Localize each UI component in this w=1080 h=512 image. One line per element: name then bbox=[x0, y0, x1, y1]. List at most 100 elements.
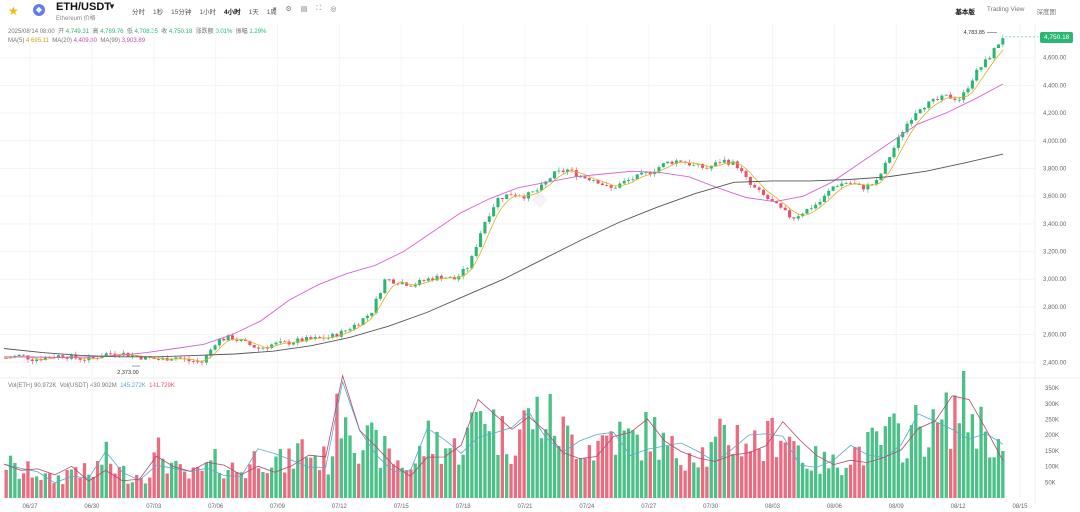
interval-tab[interactable]: 分时 bbox=[132, 9, 145, 16]
candle-body bbox=[701, 163, 705, 168]
candle-body bbox=[200, 361, 204, 363]
candle-body bbox=[970, 80, 974, 89]
price-tick-label: 3,200.00 bbox=[1043, 250, 1067, 256]
vol-ma5-value: 145.272K bbox=[120, 383, 146, 389]
interval-tab[interactable]: 15分钟 bbox=[171, 9, 192, 16]
volume-bar bbox=[65, 469, 69, 498]
ma99-line bbox=[3, 153, 1004, 358]
volume-bar bbox=[217, 473, 222, 498]
volume-bar bbox=[814, 446, 818, 498]
view-switch: 基本版 Trading View 深度图 bbox=[955, 6, 1056, 16]
volume-bar bbox=[191, 467, 195, 498]
volume-bar bbox=[378, 467, 383, 498]
watermark-logo: ◆ bbox=[531, 188, 548, 210]
price-tick-label: 2,800.00 bbox=[1043, 305, 1067, 311]
candle-body bbox=[757, 187, 761, 190]
candle-body bbox=[835, 186, 839, 187]
interval-tab[interactable]: 1小时 bbox=[199, 9, 216, 16]
volume-bar bbox=[113, 473, 117, 498]
volume-bar bbox=[539, 438, 544, 498]
time-tick-label: 06/30 bbox=[84, 504, 100, 510]
volume-bar bbox=[888, 416, 892, 498]
volume-bar bbox=[605, 435, 609, 498]
volume-bar bbox=[840, 475, 844, 498]
candle-body bbox=[909, 120, 913, 124]
volume-bar bbox=[535, 396, 539, 498]
volume-bar bbox=[583, 458, 587, 498]
ma5-value: 4,695.11 bbox=[26, 38, 49, 44]
volume-bar bbox=[361, 450, 365, 498]
volume-bar bbox=[439, 463, 444, 498]
candle-body bbox=[648, 171, 652, 175]
volume-bar bbox=[30, 477, 34, 498]
volume-bar bbox=[396, 460, 400, 498]
candle-body bbox=[222, 338, 226, 341]
volume-bar bbox=[687, 453, 692, 498]
volume-bar bbox=[283, 472, 287, 498]
volume-bar bbox=[713, 436, 718, 498]
volume-bar bbox=[448, 448, 452, 498]
volume-bar bbox=[709, 442, 713, 498]
time-tick-label: 07/30 bbox=[703, 504, 719, 510]
candle-body bbox=[291, 342, 295, 345]
volume-bar bbox=[174, 460, 178, 498]
volume-bar bbox=[287, 448, 291, 498]
volume-bar bbox=[252, 451, 256, 498]
volume-ma10-line bbox=[3, 374, 1004, 482]
volume-bar bbox=[853, 446, 857, 498]
candle-body bbox=[139, 356, 143, 360]
candle-body bbox=[727, 159, 731, 165]
volume-bar bbox=[652, 417, 657, 498]
favorite-star-icon[interactable]: ★ bbox=[8, 4, 19, 18]
volume-bar bbox=[357, 463, 361, 498]
volume-bar bbox=[496, 455, 500, 498]
volume-bar bbox=[335, 393, 339, 498]
candle-body bbox=[870, 184, 874, 186]
interval-tab[interactable]: 1秒 bbox=[153, 9, 164, 16]
volume-bar bbox=[222, 478, 226, 498]
candle-body bbox=[722, 159, 726, 163]
volume-bar bbox=[975, 448, 979, 498]
chart-type-icon[interactable]: ▤ bbox=[300, 6, 308, 13]
view-depth-tab[interactable]: 深度图 bbox=[1036, 9, 1057, 16]
interval-tab[interactable]: 1周 bbox=[266, 9, 277, 16]
low-value: 4,708.35 bbox=[134, 29, 158, 35]
candle-body bbox=[217, 338, 221, 346]
candle-body bbox=[661, 163, 665, 168]
interval-tab-active[interactable]: 4小时 bbox=[223, 9, 241, 16]
pair-title[interactable]: ETH/USDT bbox=[56, 1, 111, 13]
volume-bar bbox=[43, 473, 47, 498]
screenshot-icon[interactable]: ◎ bbox=[330, 6, 337, 13]
volume-bar bbox=[692, 462, 696, 498]
volume-bar bbox=[235, 471, 239, 498]
candle-body bbox=[82, 359, 87, 361]
vol-usdt-label: Vol(USDT) bbox=[59, 383, 89, 389]
volume-bar bbox=[522, 410, 526, 498]
volume-bar bbox=[391, 464, 396, 498]
candle-body bbox=[553, 171, 557, 179]
candle-body bbox=[409, 285, 413, 287]
volume-bar bbox=[822, 451, 827, 498]
indicator-icon[interactable]: ⚙ bbox=[285, 6, 292, 13]
more-intervals-icon[interactable]: ▾ bbox=[273, 6, 277, 13]
volume-bar bbox=[169, 462, 174, 498]
volume-bar bbox=[622, 430, 626, 498]
volume-bar bbox=[82, 463, 87, 498]
view-tradingview-tab[interactable]: Trading View bbox=[986, 6, 1025, 13]
candle-body bbox=[509, 194, 513, 196]
candle-body bbox=[635, 174, 639, 180]
fullscreen-icon[interactable]: ⛶ bbox=[316, 5, 322, 12]
interval-tab[interactable]: 1天 bbox=[248, 9, 259, 16]
volume-bar bbox=[800, 462, 805, 498]
volume-bar bbox=[165, 473, 169, 498]
candle-body bbox=[230, 335, 235, 340]
view-basic-tab[interactable]: 基本版 bbox=[955, 9, 975, 16]
candle-body bbox=[283, 341, 287, 343]
volume-bar bbox=[505, 454, 509, 498]
pair-dropdown-icon[interactable]: ▼ bbox=[108, 2, 116, 11]
candle-body bbox=[774, 201, 779, 204]
candle-body bbox=[953, 98, 957, 100]
candle-body bbox=[9, 357, 13, 359]
price-tick-label: 2,400.00 bbox=[1043, 360, 1067, 366]
